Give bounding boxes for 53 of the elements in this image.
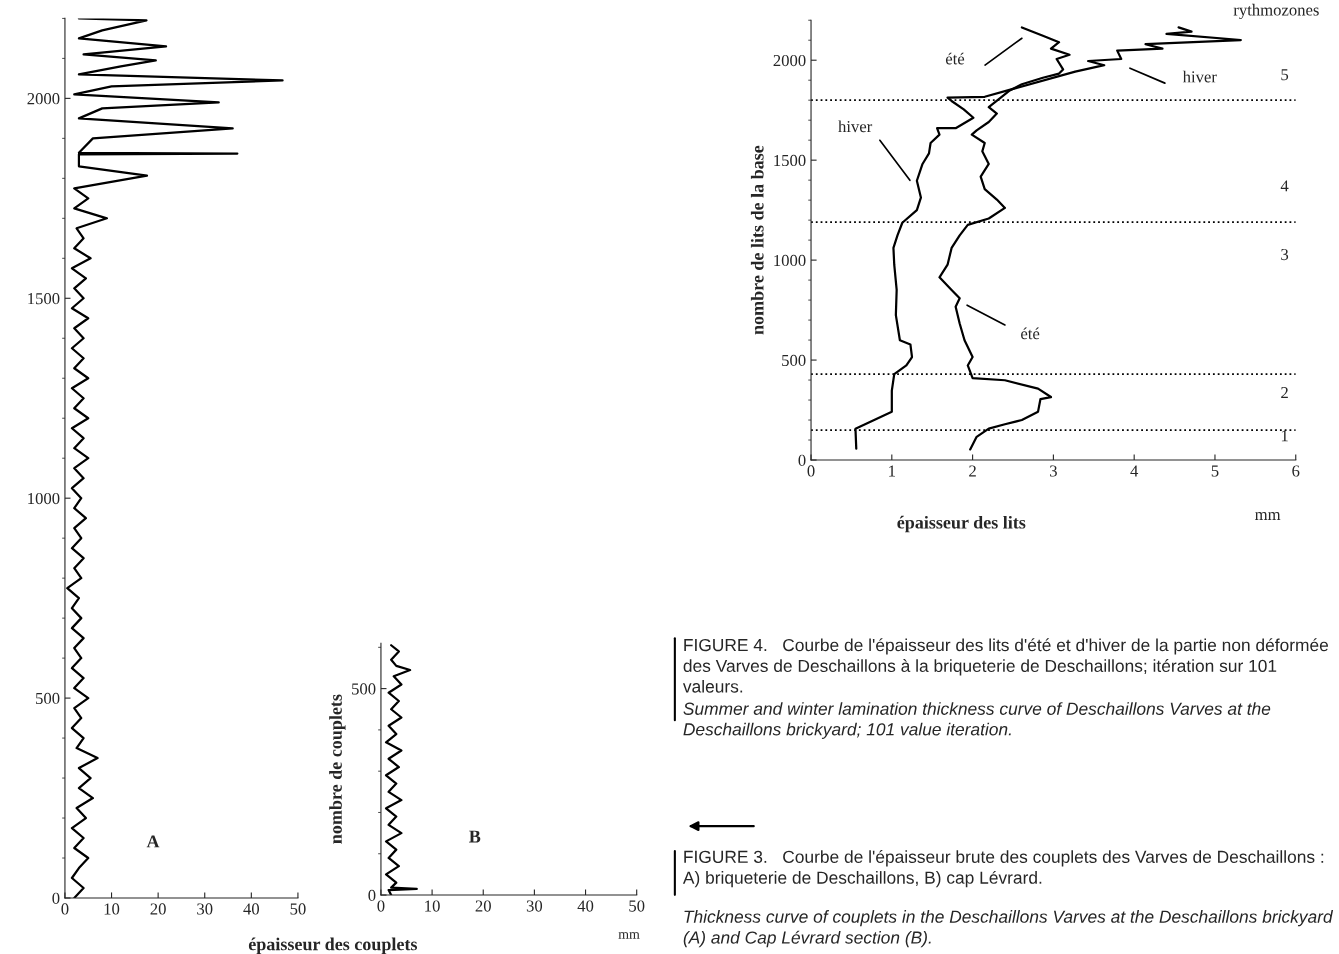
x-tick-label: 6 [1292, 465, 1300, 477]
x-tick-label: 3 [1050, 465, 1057, 477]
text: mm [1255, 512, 1281, 520]
annotation: 5 [1281, 69, 1289, 81]
x-tick-label: 0 [807, 465, 815, 477]
y-tick-label: 1500 [774, 154, 806, 167]
x-axis-title: épaisseur des couplets [248, 937, 418, 954]
x-tick-label: 10 [104, 903, 120, 915]
y-axis-title: nombre de couplets [329, 694, 346, 844]
annotation: A [146, 835, 160, 848]
text: Summer and winter lamination thickness curve of Deschaillons Varves at the Deschaillons brickyard; 101 value iteration. [683, 702, 1271, 739]
y-tick-label: 0 [52, 892, 60, 904]
x-tick-label: 30 [197, 903, 213, 915]
y-tick-label: 500 [36, 692, 60, 705]
x-tick-label: 1 [889, 465, 895, 477]
annotation: été [945, 52, 965, 65]
y-tick-label: 1000 [28, 492, 60, 505]
y-tick-label: 2000 [773, 54, 806, 67]
annotation: 3 [1281, 248, 1289, 261]
y-tick-label: 2000 [27, 93, 60, 105]
x-tick-label: 2 [969, 465, 976, 477]
x-tick-label: 50 [290, 903, 306, 915]
annotation: 4 [1280, 180, 1289, 192]
caption: FIGURE 4. Courbe de l'épaisseur des lits d'été et d'hiver de la partie non déformée des Varves de Deschaillons à la briqueterie de Deschaillons; itération sur 101 valeurs. [682, 638, 1329, 693]
annotation: hiver [1182, 70, 1217, 83]
x-tick-label: 20 [150, 903, 166, 915]
y-tick-label: 0 [798, 454, 806, 466]
x-tick-label: 40 [577, 900, 594, 912]
y-tick-label: 500 [352, 683, 376, 695]
x-tick-label: 50 [629, 900, 645, 912]
y-tick-label: 1000 [774, 254, 806, 267]
text: mm [618, 932, 640, 939]
x-tick-label: 10 [425, 900, 440, 912]
y-axis-title: nombre de lits de la base [750, 145, 764, 335]
annotation: B [469, 830, 481, 843]
x-tick-label: 4 [1130, 465, 1139, 477]
x-tick-label: 20 [475, 900, 491, 912]
annotation: 2 [1281, 387, 1288, 399]
x-tick-label: 5 [1211, 465, 1219, 477]
annotation: 1 [1281, 430, 1288, 442]
text: Thickness curve of couplets in the Deschaillons Varves at the Deschaillons brickyard (A) and Cap Lévrard section (B). [683, 910, 1334, 948]
annotation: été [1021, 327, 1040, 340]
x-tick-label: 0 [61, 903, 69, 915]
caption: FIGURE 3. Courbe de l'épaisseur brute des couplets des Varves de Deschaillons : A) briqueterie de Deschaillons, B) cap Lévrard. [682, 850, 1324, 888]
line-series [384, 644, 418, 896]
x-tick-label: 0 [377, 900, 385, 912]
y-tick-label: 1500 [28, 292, 60, 305]
x-tick-label: 40 [243, 903, 260, 915]
text: rythmozones [1233, 3, 1319, 20]
y-tick-label: 500 [782, 354, 806, 367]
x-axis-title: épaisseur des lits [897, 515, 1026, 533]
x-tick-label: 30 [526, 900, 543, 912]
annotation: hiver [838, 120, 873, 133]
